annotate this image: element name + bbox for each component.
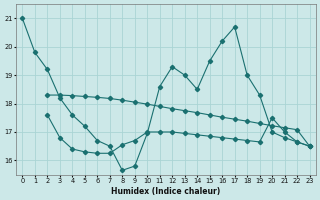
X-axis label: Humidex (Indice chaleur): Humidex (Indice chaleur) (111, 187, 220, 196)
